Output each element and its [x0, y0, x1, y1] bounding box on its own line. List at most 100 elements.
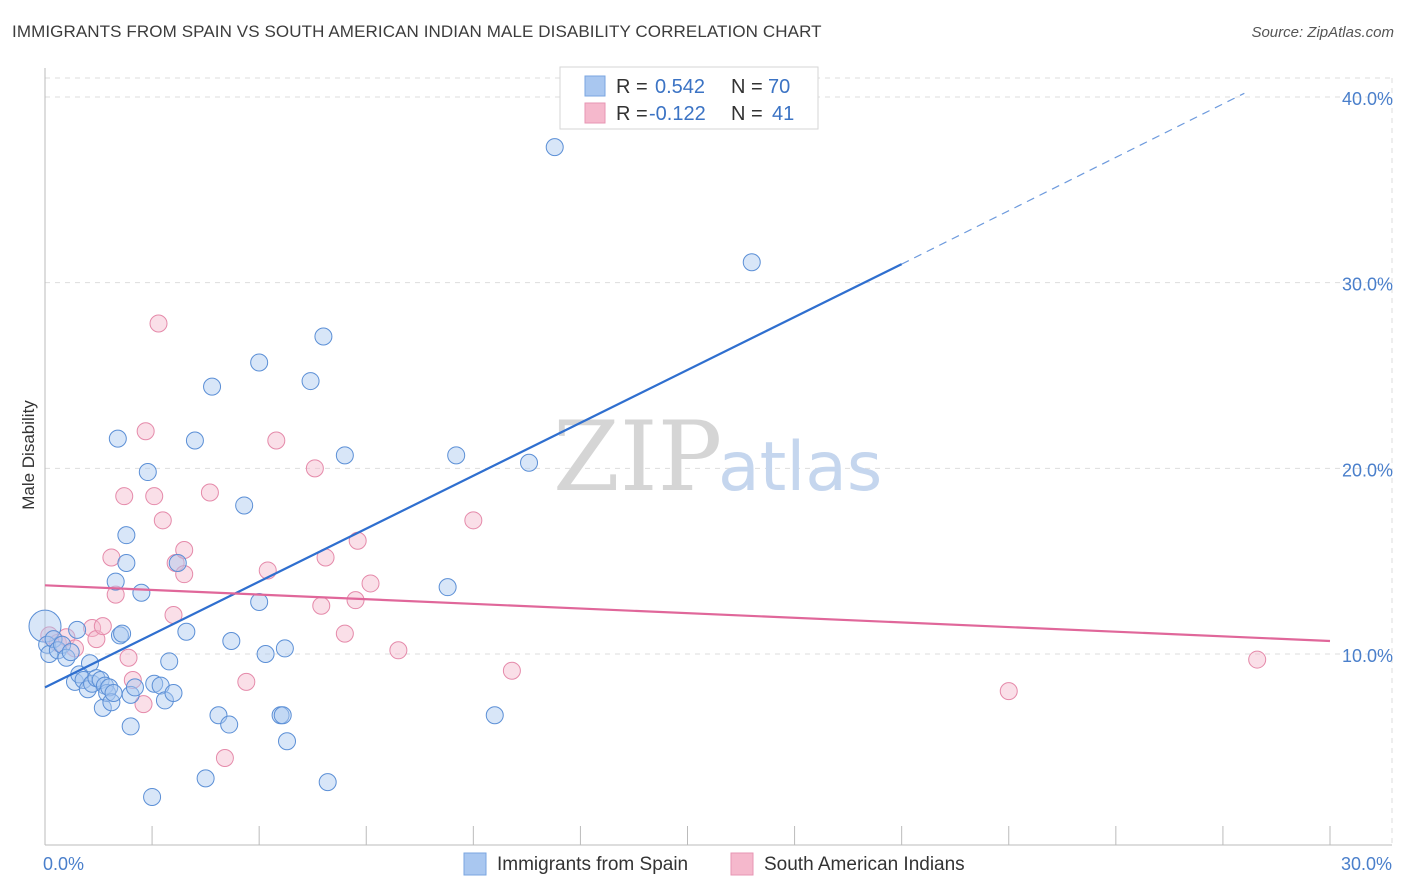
point-blue-65 — [742, 253, 761, 272]
bottom-legend-swatch-pink — [730, 852, 754, 876]
point-blue-23 — [106, 572, 125, 591]
point-blue-38 — [160, 652, 179, 671]
watermark-atlas: atlas — [718, 428, 882, 507]
point-pink-16 — [153, 511, 172, 530]
point-pink-20 — [175, 541, 194, 560]
point-pink-6 — [93, 617, 112, 636]
point-blue-17 — [93, 698, 112, 717]
trend-line-blue — [44, 263, 903, 689]
point-blue-53 — [273, 706, 292, 725]
legend-swatch-pink — [584, 102, 606, 124]
legend-n-value-pink: 41 — [772, 103, 794, 125]
point-pink-10 — [119, 648, 138, 667]
y-tick-label-30: 30.0% — [1342, 275, 1393, 295]
point-blue-2 — [40, 645, 59, 663]
point-blue-7 — [61, 643, 80, 662]
point-pink-13 — [136, 422, 155, 441]
point-blue-33 — [138, 463, 157, 482]
point-blue-63 — [520, 453, 539, 472]
point-blue-32 — [132, 583, 151, 602]
point-blue-58 — [318, 773, 337, 792]
point-blue-28 — [117, 554, 136, 573]
legend-r-label-blue: R = — [616, 76, 648, 98]
point-blue-27 — [117, 526, 136, 545]
x-tick-label-0: 0.0% — [43, 854, 84, 874]
point-pink-29 — [335, 624, 354, 643]
point-pink-5 — [87, 630, 106, 649]
point-blue-40 — [168, 554, 187, 573]
point-pink-32 — [361, 574, 380, 593]
series-immigrants-from-spain — [28, 138, 761, 806]
point-blue-22 — [104, 683, 123, 702]
point-blue-59 — [335, 446, 354, 465]
point-blue-41 — [177, 622, 196, 641]
point-pink-26 — [305, 459, 324, 478]
point-blue-9 — [68, 620, 87, 639]
watermark-zip: ZIP — [553, 401, 722, 513]
point-pink-25 — [267, 431, 286, 450]
point-pink-23 — [237, 672, 256, 691]
point-blue-42 — [185, 431, 204, 450]
series-legend: Immigrants from Spain South American Ind… — [463, 852, 965, 876]
point-pink-19 — [175, 565, 194, 584]
x-tick-label-30: 30.0% — [1341, 854, 1392, 874]
y-tick-label-10: 10.0% — [1342, 646, 1393, 666]
point-pink-7 — [102, 548, 121, 567]
point-blue-31 — [125, 678, 144, 697]
point-blue-61 — [485, 706, 504, 725]
point-blue-29 — [121, 717, 140, 736]
point-pink-36 — [999, 682, 1018, 701]
point-blue-64 — [545, 138, 564, 157]
point-pink-8 — [106, 585, 125, 604]
grid-layer — [45, 77, 1393, 845]
point-pink-9 — [115, 487, 134, 506]
point-pink-30 — [346, 591, 365, 610]
point-blue-34 — [143, 787, 162, 806]
y-tick-label-40: 40.0% — [1342, 89, 1393, 109]
point-blue-62 — [447, 446, 466, 465]
legend-r-label-pink: R = — [616, 103, 648, 125]
bottom-legend-swatch-blue — [463, 852, 487, 876]
source-credit: Source: ZipAtlas.com — [1251, 24, 1394, 41]
legend-r-value-pink: -0.122 — [649, 103, 706, 125]
legend-n-value-blue: 70 — [768, 76, 790, 98]
chart-title: IMMIGRANTS FROM SPAIN VS SOUTH AMERICAN … — [12, 22, 822, 41]
point-blue-55 — [278, 732, 297, 751]
point-pink-12 — [134, 695, 153, 714]
correlation-legend: R = 0.542 N = 70 R = -0.122 N = 41 — [559, 66, 819, 130]
point-blue-26 — [113, 624, 132, 643]
trend-line-blue-extension — [901, 92, 1245, 265]
point-blue-51 — [256, 645, 275, 663]
trend-lines — [44, 92, 1331, 689]
point-pink-33 — [389, 641, 408, 660]
series-south-american-indians — [40, 314, 1267, 767]
point-pink-37 — [1248, 650, 1267, 669]
point-blue-50 — [250, 353, 269, 372]
point-pink-35 — [502, 661, 521, 680]
point-blue-60 — [438, 578, 457, 597]
point-blue-48 — [235, 496, 254, 515]
point-pink-15 — [149, 314, 168, 333]
point-blue-57 — [314, 327, 333, 346]
legend-swatch-blue — [584, 75, 606, 97]
point-blue-49 — [250, 593, 269, 612]
axis-layer: 10.0% 20.0% 30.0% 40.0% 0.0% 30.0% — [43, 68, 1393, 874]
bottom-legend-label-blue: Immigrants from Spain — [497, 854, 688, 875]
legend-r-value-blue: 0.542 — [655, 76, 705, 98]
bottom-legend-label-pink: South American Indians — [764, 854, 965, 875]
legend-n-label-blue: N = — [731, 76, 763, 98]
point-blue-56 — [301, 372, 320, 391]
point-pink-21 — [200, 483, 219, 502]
point-pink-27 — [312, 596, 331, 615]
point-pink-34 — [464, 511, 483, 530]
point-pink-14 — [145, 487, 164, 506]
y-axis-label: Male Disability — [19, 400, 38, 510]
point-pink-22 — [215, 748, 234, 767]
trend-line-pink — [44, 584, 1331, 643]
point-blue-24 — [108, 429, 127, 448]
point-blue-0 — [28, 609, 62, 643]
point-blue-39 — [164, 683, 183, 702]
point-blue-43 — [196, 769, 215, 788]
point-blue-47 — [222, 632, 241, 651]
